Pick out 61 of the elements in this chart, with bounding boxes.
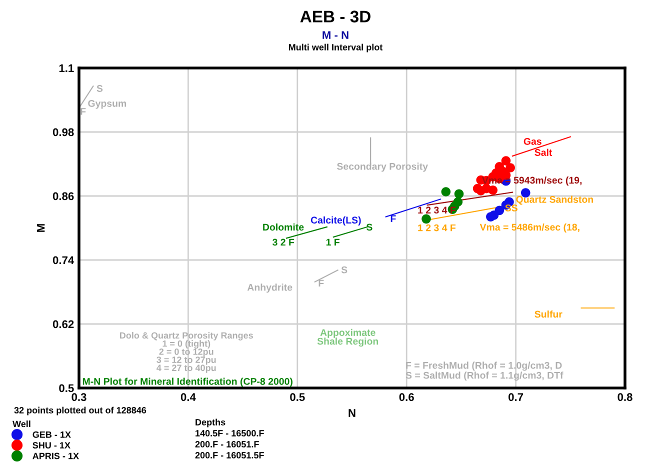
x-axis-title: N: [348, 409, 356, 417]
annotation: M-N Plot for Mineral Identification (CP-8 2000): [82, 378, 292, 387]
annotation: F: [390, 215, 396, 222]
annotation: S: [341, 266, 348, 274]
y-axis-title: M: [37, 224, 45, 232]
annotation: F: [318, 280, 324, 287]
annotation: Gas: [524, 138, 542, 145]
annotation: Dolomite: [263, 223, 304, 231]
legend-label: SHU - 1X: [32, 442, 70, 448]
point: [488, 185, 498, 195]
point: [506, 163, 515, 172]
x-tick-label: 0.3: [72, 393, 86, 402]
chart-subtitle: M - N: [322, 31, 348, 39]
point: [454, 189, 464, 199]
annotation: Appoximate Shale Region: [317, 328, 378, 347]
x-tick-label: 0.7: [508, 393, 524, 402]
annotation: Secondary Porosity: [336, 162, 428, 172]
annotation: 1 2 3 4 F: [418, 206, 456, 214]
text: 200.F - 16051.5F: [195, 452, 264, 458]
annotation: F: [80, 108, 86, 115]
annotation: 1 F: [326, 238, 340, 246]
text: 200.F - 16051.F: [195, 441, 259, 448]
y-tick-label: 1.1: [59, 64, 74, 72]
point: [441, 187, 451, 196]
annotation: S: [366, 224, 372, 231]
text: 140.5F - 16500.F: [196, 430, 264, 436]
annotation: Quartz Sandston: [516, 196, 593, 205]
legend-label: APRIS - 1X: [32, 452, 79, 460]
point: [422, 214, 431, 224]
annotation: 3 2 F: [272, 238, 294, 246]
annotation: F = FreshMud (Rhof = 1.0g/cm3, D: [406, 362, 562, 371]
annotation: Salt: [534, 148, 552, 156]
annotation: SS: [505, 204, 518, 212]
y-tick-label: 0.98: [52, 128, 74, 136]
annotation: S: [96, 85, 103, 92]
text: Multi well Interval plot: [288, 44, 383, 52]
annotation: Dolo & Quartz Porosity Ranges 1 = 0 (tight) 2 = 0 to 12pu 3 = 12 to 27pu 4 = 27 to 40pu: [120, 332, 253, 373]
annotation: Gypsum: [88, 100, 126, 109]
y-tick-label: 0.62: [52, 320, 74, 328]
annotation: Calcite(LS): [310, 216, 361, 226]
x-tick-label: 0.4: [180, 393, 196, 402]
x-tick-label: 0.5: [290, 393, 305, 402]
point: [501, 156, 511, 166]
annotation: 1 2 3 4 F: [418, 224, 456, 232]
legend-label: GEB - 1X: [32, 431, 71, 438]
x-tick-label: 0.6: [399, 393, 414, 402]
annotation: S = SaltMud (Rhof = 1.1g/cm3, DTf: [406, 372, 564, 381]
annotation: Vma = 5486m/sec (18,: [480, 223, 580, 233]
annotation: Vma = 5943m/sec (19,: [482, 176, 582, 186]
text: 32 points plotted out of 128846: [14, 406, 146, 416]
point: [486, 212, 496, 222]
y-tick-label: 0.5: [59, 384, 74, 392]
y-tick-label: 0.74: [52, 256, 74, 264]
chart-title: AEB - 3D: [300, 10, 370, 22]
y-tick-label: 0.86: [52, 192, 74, 200]
text: Depths: [196, 418, 226, 428]
point: [476, 186, 486, 196]
annotation: Sulfur: [534, 310, 562, 318]
annotation: Anhydrite: [247, 284, 292, 293]
x-tick-label: 0.8: [618, 393, 632, 402]
legend-title: Well: [12, 420, 30, 428]
